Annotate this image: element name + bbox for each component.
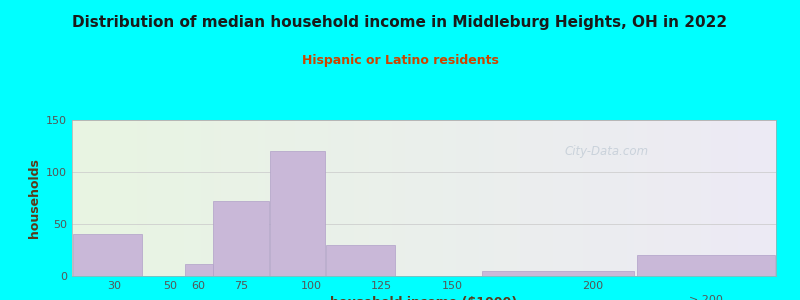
Bar (326, 245, 395, 276)
Text: Hispanic or Latino residents: Hispanic or Latino residents (302, 54, 498, 67)
Text: > 200: > 200 (689, 295, 722, 300)
Bar (270, 151, 325, 276)
Text: City-Data.com: City-Data.com (565, 145, 649, 158)
Bar (214, 201, 269, 276)
Y-axis label: households: households (27, 158, 41, 238)
Bar (482, 271, 634, 276)
Bar (637, 255, 774, 276)
X-axis label: household income ($1000): household income ($1000) (330, 296, 518, 300)
Bar (185, 263, 213, 276)
Bar (73, 234, 142, 276)
Text: Distribution of median household income in Middleburg Heights, OH in 2022: Distribution of median household income … (73, 15, 727, 30)
